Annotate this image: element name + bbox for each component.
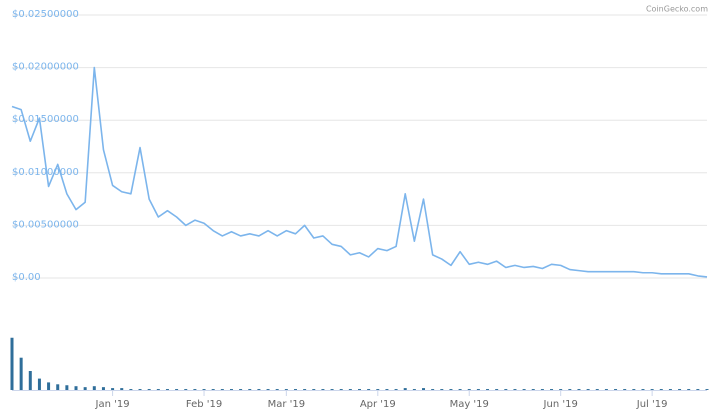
volume-bar — [92, 386, 96, 390]
volume-bar — [458, 389, 462, 390]
volume-bar — [229, 389, 233, 390]
volume-bar — [28, 371, 32, 390]
volume-bar — [312, 389, 316, 390]
x-tick-label: Feb '19 — [186, 399, 222, 410]
volume-bar — [577, 389, 581, 390]
volume-bar — [175, 389, 179, 390]
volume-bar — [614, 389, 618, 390]
y-tick-label: $0.00 — [12, 272, 41, 283]
volume-bar — [422, 388, 426, 390]
volume-bar — [550, 389, 554, 390]
x-tick-label: Mar '19 — [268, 399, 306, 410]
volume-bar — [101, 387, 105, 390]
x-tick-label: Apr '19 — [360, 399, 396, 410]
volume-bar — [476, 389, 480, 390]
volume-bar — [595, 389, 599, 390]
volume-bar — [165, 389, 169, 390]
volume-bar — [303, 389, 307, 390]
volume-bar — [83, 387, 87, 390]
volume-bar — [239, 389, 243, 390]
volume-bar — [449, 389, 453, 390]
volume-bar — [348, 389, 352, 390]
volume-bar — [586, 389, 590, 390]
volume-bar — [604, 389, 608, 390]
volume-bar — [293, 389, 297, 390]
volume-bar — [266, 389, 270, 390]
x-tick-label: Jun '19 — [543, 399, 578, 410]
volume-bar — [668, 389, 672, 390]
volume-bar — [184, 389, 188, 390]
volume-bar — [248, 389, 252, 390]
x-tick-label: Jan '19 — [95, 399, 130, 410]
volume-bar — [193, 389, 197, 390]
volume-bar — [358, 389, 361, 390]
volume-bar — [275, 389, 279, 390]
volume-bar — [540, 389, 544, 390]
volume-bar — [19, 357, 23, 390]
volume-bar — [339, 389, 343, 390]
volume-bar — [367, 389, 371, 390]
x-tick-label: May '19 — [450, 399, 489, 410]
volume-bar — [504, 389, 508, 390]
y-tick-label: $0.02000000 — [12, 62, 79, 73]
volume-bar — [129, 389, 133, 390]
volume-bar — [522, 389, 526, 390]
volume-bar — [623, 389, 627, 390]
volume-bar — [495, 389, 499, 390]
y-tick-label: $0.01000000 — [12, 167, 79, 178]
volume-bar — [486, 389, 490, 390]
volume-bar — [120, 388, 124, 390]
volume-bar — [10, 337, 14, 390]
y-tick-label: $0.01500000 — [12, 114, 79, 125]
volume-bar — [632, 389, 636, 390]
volume-bar — [687, 389, 691, 390]
volume-bar — [467, 389, 471, 390]
volume-bar — [156, 389, 160, 390]
volume-bar — [330, 389, 334, 390]
volume-bar — [440, 389, 444, 390]
volume-bar — [513, 389, 517, 390]
volume-bar — [385, 389, 389, 390]
volume-bar — [568, 389, 572, 390]
volume-bar — [705, 389, 709, 390]
volume-bar — [678, 389, 682, 390]
y-tick-label: $0.00500000 — [12, 219, 79, 230]
volume-bar — [696, 389, 700, 390]
volume-bar — [641, 389, 645, 390]
volume-bar — [431, 389, 435, 390]
volume-bar — [220, 389, 224, 390]
volume-bar — [74, 386, 78, 390]
volume-bar — [56, 384, 60, 390]
volume-bar — [147, 389, 151, 390]
volume-bar — [559, 389, 563, 390]
volume-bar — [211, 389, 215, 390]
volume-bar — [284, 389, 288, 390]
volume-bar — [257, 389, 261, 390]
volume-bar — [202, 389, 206, 390]
volume-bar — [531, 389, 535, 390]
volume-bar — [403, 388, 407, 390]
x-tick-label: Jul '19 — [636, 399, 668, 410]
credit: CoinGecko.com — [646, 5, 708, 14]
volume-bar — [659, 389, 663, 390]
volume-bar — [138, 389, 142, 390]
volume-bar — [321, 389, 325, 390]
volume-bar — [394, 389, 398, 390]
volume-bar — [650, 389, 654, 390]
volume-bar — [47, 382, 51, 390]
volume-bar — [376, 389, 380, 390]
volume-bar — [412, 389, 416, 390]
volume-bar — [111, 388, 115, 390]
price-line — [11, 66, 708, 278]
volume-bar — [37, 378, 41, 390]
volume-bar — [65, 385, 69, 390]
y-tick-label: $0.02500000 — [12, 9, 79, 20]
